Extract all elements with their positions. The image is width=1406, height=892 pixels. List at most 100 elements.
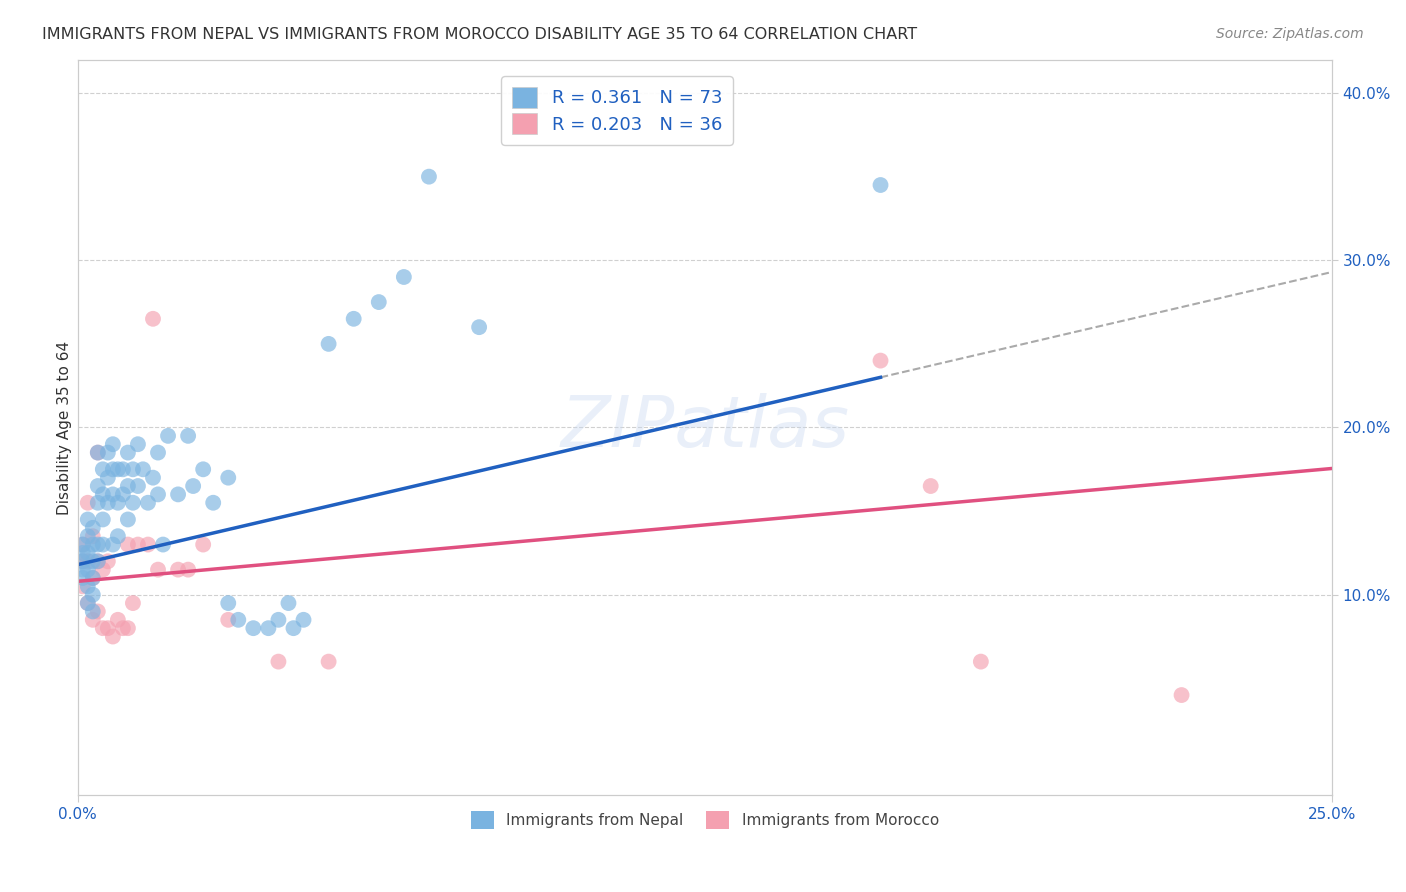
Point	[136, 537, 159, 551]
Point	[101, 462, 124, 476]
Point	[181, 479, 204, 493]
Point	[127, 437, 149, 451]
Point	[107, 613, 129, 627]
Point	[167, 563, 190, 577]
Point	[91, 563, 114, 577]
Text: IMMIGRANTS FROM NEPAL VS IMMIGRANTS FROM MOROCCO DISABILITY AGE 35 TO 64 CORRELA: IMMIGRANTS FROM NEPAL VS IMMIGRANTS FROM…	[42, 27, 917, 42]
Point	[392, 270, 415, 285]
Point	[76, 529, 98, 543]
Point	[72, 563, 94, 577]
Point	[111, 462, 134, 476]
Point	[146, 563, 169, 577]
Point	[91, 462, 114, 476]
Point	[82, 529, 104, 543]
Point	[76, 596, 98, 610]
Point	[142, 311, 165, 326]
Point	[217, 613, 239, 627]
Point	[122, 596, 145, 610]
Point	[127, 537, 149, 551]
Point	[122, 462, 145, 476]
Point	[970, 655, 993, 669]
Point	[343, 311, 366, 326]
Point	[91, 621, 114, 635]
Point	[72, 554, 94, 568]
Point	[87, 537, 110, 551]
Point	[87, 445, 110, 459]
Point	[107, 496, 129, 510]
Point	[82, 571, 104, 585]
Point	[1170, 688, 1192, 702]
Point	[91, 512, 114, 526]
Point	[193, 537, 215, 551]
Point	[87, 445, 110, 459]
Point	[76, 496, 98, 510]
Point	[87, 554, 110, 568]
Point	[152, 537, 174, 551]
Point	[101, 437, 124, 451]
Legend: Immigrants from Nepal, Immigrants from Morocco: Immigrants from Nepal, Immigrants from M…	[465, 805, 945, 836]
Point	[87, 496, 110, 510]
Point	[267, 655, 290, 669]
Point	[101, 487, 124, 501]
Point	[283, 621, 305, 635]
Point	[157, 429, 180, 443]
Point	[91, 487, 114, 501]
Point	[242, 621, 264, 635]
Point	[111, 487, 134, 501]
Point	[132, 462, 155, 476]
Point	[193, 462, 215, 476]
Point	[72, 579, 94, 593]
Point	[107, 462, 129, 476]
Point	[87, 479, 110, 493]
Point	[267, 613, 290, 627]
Point	[127, 479, 149, 493]
Point	[97, 496, 120, 510]
Point	[177, 429, 200, 443]
Point	[117, 537, 139, 551]
Point	[101, 537, 124, 551]
Point	[111, 621, 134, 635]
Point	[292, 613, 315, 627]
Point	[146, 487, 169, 501]
Point	[202, 496, 225, 510]
Point	[87, 604, 110, 618]
Point	[82, 613, 104, 627]
Point	[226, 613, 249, 627]
Point	[217, 596, 239, 610]
Point	[76, 579, 98, 593]
Point	[72, 554, 94, 568]
Point	[117, 621, 139, 635]
Point	[97, 621, 120, 635]
Point	[257, 621, 280, 635]
Point	[82, 588, 104, 602]
Point	[97, 554, 120, 568]
Point	[167, 487, 190, 501]
Point	[76, 596, 98, 610]
Point	[367, 295, 389, 310]
Point	[76, 512, 98, 526]
Point	[318, 337, 340, 351]
Point	[97, 445, 120, 459]
Point	[277, 596, 299, 610]
Point	[82, 604, 104, 618]
Point	[72, 571, 94, 585]
Point	[146, 445, 169, 459]
Point	[468, 320, 491, 334]
Point	[117, 445, 139, 459]
Point	[136, 496, 159, 510]
Point	[97, 470, 120, 484]
Point	[82, 554, 104, 568]
Point	[117, 479, 139, 493]
Point	[76, 546, 98, 560]
Point	[76, 554, 98, 568]
Point	[418, 169, 440, 184]
Point	[87, 554, 110, 568]
Point	[318, 655, 340, 669]
Point	[869, 178, 891, 192]
Point	[82, 521, 104, 535]
Point	[72, 546, 94, 560]
Point	[72, 537, 94, 551]
Point	[91, 537, 114, 551]
Point	[122, 496, 145, 510]
Point	[76, 563, 98, 577]
